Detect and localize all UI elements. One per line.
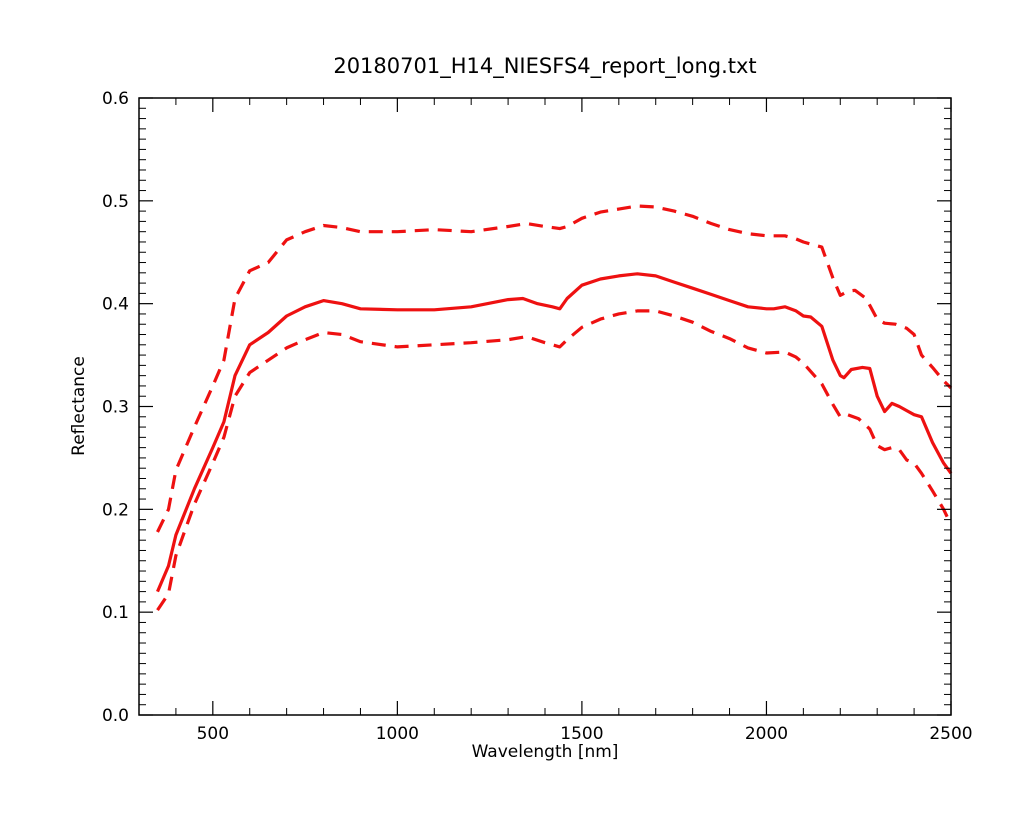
y-tick-label: 0.0 xyxy=(102,706,129,726)
x-tick-label: 1000 xyxy=(376,724,419,744)
y-tick-label: 0.2 xyxy=(102,500,129,520)
y-tick-label: 0.4 xyxy=(102,295,129,315)
x-axis-label: Wavelength [nm] xyxy=(472,742,619,762)
y-axis-label: Reflectance xyxy=(69,356,89,456)
x-tick-label: 2000 xyxy=(745,724,788,744)
dashed-series-line-1 xyxy=(156,204,953,533)
series-layer xyxy=(156,204,953,611)
x-tick-label: 2500 xyxy=(929,724,972,744)
y-tick-label: 0.6 xyxy=(102,89,129,109)
x-tick-label: 1500 xyxy=(560,724,603,744)
y-tick-label: 0.5 xyxy=(102,192,129,212)
x-tick-label: 500 xyxy=(197,724,229,744)
y-tick-label: 0.3 xyxy=(102,398,129,418)
dashed-series-line-2 xyxy=(156,309,953,611)
ticks-layer: 500 1000 1500 2000 2500 0.0 0.1 0.2 0.3 0.4 0.5 0.6 xyxy=(102,89,973,744)
solid-series-line xyxy=(156,272,953,593)
y-tick-label: 0.1 xyxy=(102,603,129,623)
chart-title: 20180701_H14_NIESFS4_report_long.txt xyxy=(333,54,756,79)
plot-frame xyxy=(138,97,952,716)
